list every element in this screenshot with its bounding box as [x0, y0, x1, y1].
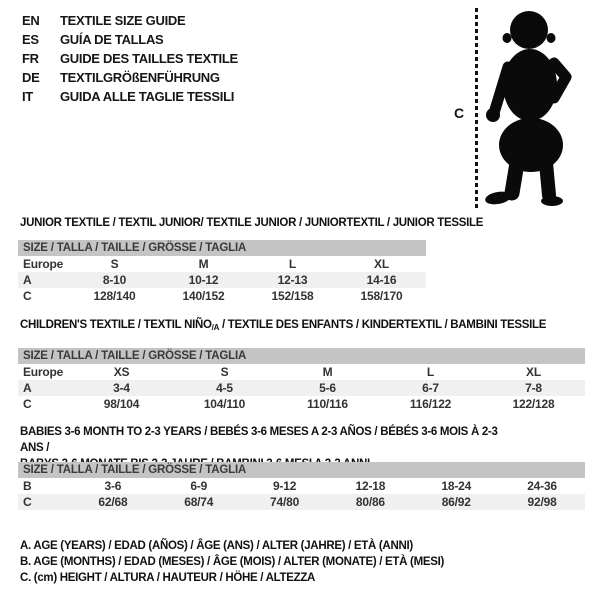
row-label: Europe	[23, 365, 64, 379]
junior-table-title: JUNIOR TEXTILE / TEXTIL JUNIOR/ TEXTILE …	[20, 217, 484, 229]
table-cell: 92/98	[527, 495, 557, 509]
table-cell: 6-9	[190, 479, 208, 493]
table-cell: 110/116	[307, 397, 348, 411]
table-cell: 140/152	[182, 289, 225, 303]
table-cell: L	[288, 257, 297, 271]
table-cell: 74/80	[270, 495, 300, 509]
size-header-label: SIZE / TALLA / TAILLE / GRÖSSE / TAGLIA	[23, 242, 247, 254]
babies-size-table: SIZE / TALLA / TAILLE / GRÖSSE / TAGLIA …	[18, 462, 585, 510]
height-measure-label: C	[454, 105, 465, 121]
table-row-europe: Europe S M L XL	[18, 256, 426, 272]
guide-title-en: TEXTILE SIZE GUIDE	[60, 13, 186, 28]
language-code: ES	[22, 32, 39, 47]
table-cell: 9-12	[272, 479, 297, 493]
table-cell: S	[110, 257, 119, 271]
table-cell: S	[220, 365, 229, 379]
legend-row-de: DE TEXTILGRÖßENFÜHRUNG	[22, 68, 238, 87]
guide-title-it: GUIDA ALLE TAGLIE TESSILI	[60, 89, 235, 104]
table-cell: XL	[374, 257, 389, 271]
table-cell: 6-7	[422, 381, 439, 395]
table-cell: 104/110	[203, 397, 246, 411]
table-cell: 7-8	[525, 381, 542, 395]
table-cell: 116/122	[409, 397, 452, 411]
footnote-b: B. AGE (MONTHS) / EDAD (MESES) / ÂGE (MO…	[20, 556, 445, 568]
table-cell: 62/68	[98, 495, 128, 509]
table-cell: 68/74	[184, 495, 214, 509]
babies-title-line1: BABIES 3-6 MONTH TO 2-3 YEARS / BEBÉS 3-…	[20, 426, 498, 454]
table-cell: M	[198, 257, 209, 271]
table-cell: 98/104	[103, 397, 140, 411]
height-dashed-line	[475, 8, 478, 210]
row-label: C	[23, 397, 32, 411]
table-cell: 122/128	[512, 397, 555, 411]
size-header-bar: SIZE / TALLA / TAILLE / GRÖSSE / TAGLIA	[18, 348, 585, 364]
children-title-pre: CHILDREN'S TEXTILE / TEXTIL NIÑO	[20, 319, 212, 331]
table-cell: XS	[113, 365, 130, 379]
footnote-a: A. AGE (YEARS) / EDAD (AÑOS) / ÂGE (ANS)…	[20, 540, 413, 552]
table-cell: 4-5	[216, 381, 233, 395]
table-cell: 3-6	[104, 479, 122, 493]
legend-row-fr: FR GUIDE DES TAILLES TEXTILE	[22, 49, 238, 68]
row-label: A	[23, 381, 32, 395]
legend-row-it: IT GUIDA ALLE TAGLIE TESSILI	[22, 87, 238, 106]
table-cell: 24-36	[527, 479, 557, 493]
language-code: EN	[22, 13, 40, 28]
baby-silhouette-icon	[485, 11, 572, 206]
row-label: A	[23, 273, 32, 287]
table-cell: M	[322, 365, 333, 379]
table-cell: 128/140	[93, 289, 136, 303]
row-label: Europe	[23, 257, 64, 271]
table-cell: XL	[526, 365, 541, 379]
children-title-sub: /A	[211, 323, 220, 332]
table-cell: 5-6	[319, 381, 336, 395]
language-code: IT	[22, 89, 33, 104]
table-row-age-months: B 3-6 6-9 9-12 12-18 18-24 24-36	[18, 478, 585, 494]
table-cell: 18-24	[441, 479, 472, 493]
table-cell: 152/158	[271, 289, 314, 303]
footnote-c: C. (cm) HEIGHT / ALTURA / HAUTEUR / HÖHE…	[20, 572, 316, 584]
language-legend: EN TEXTILE SIZE GUIDE ES GUÍA DE TALLAS …	[22, 11, 238, 106]
table-row-height: C 128/140 140/152 152/158 158/170	[18, 288, 426, 304]
children-size-table: SIZE / TALLA / TAILLE / GRÖSSE / TAGLIA …	[18, 348, 585, 412]
size-header-bar: SIZE / TALLA / TAILLE / GRÖSSE / TAGLIA	[18, 240, 426, 256]
row-label: B	[23, 479, 32, 493]
table-cell: 3-4	[113, 381, 130, 395]
table-cell: 80/86	[355, 495, 385, 509]
table-cell: 86/92	[441, 495, 471, 509]
table-row-age-years: A 8-10 10-12 12-13 14-16	[18, 272, 426, 288]
footnotes: A. AGE (YEARS) / EDAD (AÑOS) / ÂGE (ANS)…	[20, 538, 444, 586]
table-row-height: C 98/104 104/110 110/116 116/122 122/128	[18, 396, 585, 412]
language-code: DE	[22, 70, 40, 85]
table-row-europe: Europe XS S M L XL	[18, 364, 585, 380]
table-cell: 12-13	[277, 273, 308, 287]
children-table-title: CHILDREN'S TEXTILE / TEXTIL NIÑO/A / TEX…	[20, 319, 546, 332]
table-cell: 12-18	[355, 479, 386, 493]
table-cell: 10-12	[188, 273, 219, 287]
legend-row-es: ES GUÍA DE TALLAS	[22, 30, 238, 49]
guide-title-de: TEXTILGRÖßENFÜHRUNG	[60, 70, 220, 85]
row-label: C	[23, 495, 32, 509]
table-cell: L	[426, 365, 435, 379]
table-row-height: C 62/68 68/74 74/80 80/86 86/92 92/98	[18, 494, 585, 510]
children-title-post: / TEXTILE DES ENFANTS / KINDERTEXTIL / B…	[219, 319, 547, 331]
legend-row-en: EN TEXTILE SIZE GUIDE	[22, 11, 238, 30]
table-cell: 158/170	[360, 289, 403, 303]
size-header-label: SIZE / TALLA / TAILLE / GRÖSSE / TAGLIA	[23, 464, 247, 476]
guide-title-es: GUÍA DE TALLAS	[60, 32, 164, 47]
table-row-age-years: A 3-4 4-5 5-6 6-7 7-8	[18, 380, 585, 396]
size-header-label: SIZE / TALLA / TAILLE / GRÖSSE / TAGLIA	[23, 350, 247, 362]
row-label: C	[23, 289, 32, 303]
junior-size-table: SIZE / TALLA / TAILLE / GRÖSSE / TAGLIA …	[18, 240, 426, 304]
table-cell: 8-10	[102, 273, 127, 287]
table-cell: 14-16	[366, 273, 397, 287]
language-code: FR	[22, 51, 39, 66]
guide-title-fr: GUIDE DES TAILLES TEXTILE	[60, 51, 238, 66]
size-header-bar: SIZE / TALLA / TAILLE / GRÖSSE / TAGLIA	[18, 462, 585, 478]
